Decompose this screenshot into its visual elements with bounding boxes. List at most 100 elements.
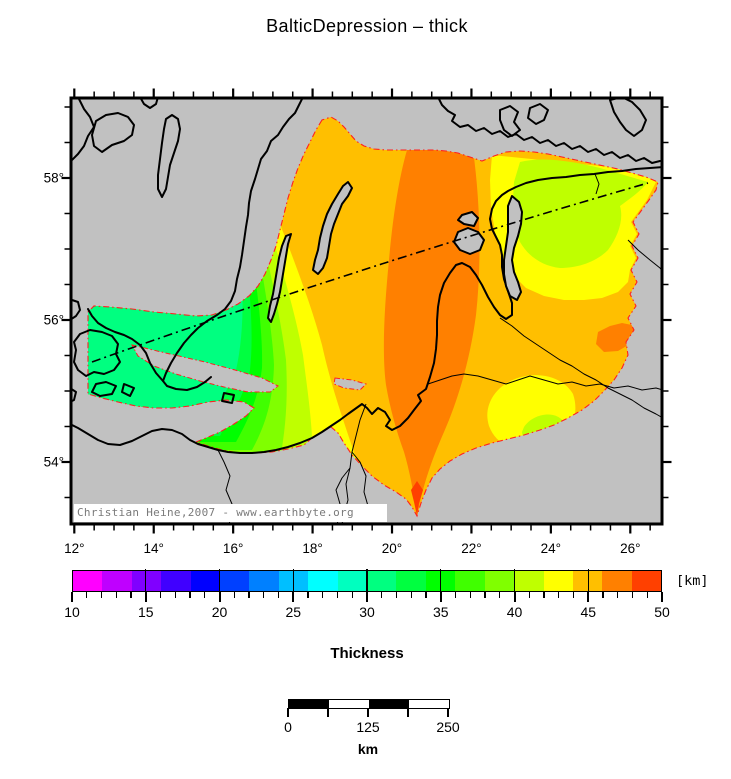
colorbar-tick — [204, 592, 206, 598]
island-hiiumaa — [457, 211, 479, 227]
band-48-50-tip — [411, 481, 423, 516]
colorbar-tick — [218, 592, 221, 602]
coast-south-east-baltic — [71, 166, 662, 454]
colorbar-tick — [366, 592, 368, 602]
finland-bay-2 — [527, 103, 549, 125]
band-east-darkorange — [596, 323, 636, 352]
x-axis-label: 22° — [461, 541, 482, 556]
colorbar-tick-label: 20 — [211, 604, 228, 620]
scalebar-tick-label: 0 — [284, 719, 292, 735]
colorbar-tick — [292, 592, 295, 602]
x-axis-label: 18° — [302, 541, 323, 556]
colorbar-tick — [572, 592, 575, 598]
colorbar-tick — [100, 592, 103, 598]
colorbar-block — [73, 571, 103, 591]
colorbar-tick — [248, 592, 250, 598]
island-gotland — [312, 181, 353, 275]
map-canvas — [61, 88, 672, 534]
colorbar-tick — [115, 592, 117, 598]
colorbar-tick — [602, 592, 604, 598]
map-frame-ticks — [61, 88, 672, 534]
y-axis-label: 56° — [43, 312, 64, 328]
scalebar-tick — [367, 708, 369, 717]
colorbar-tick-label: 40 — [506, 604, 523, 620]
colorbar-tick-label: 35 — [432, 604, 449, 620]
lake-vattern — [157, 114, 181, 198]
colorbar-tick — [454, 592, 457, 598]
colorbar-tick-label: 50 — [654, 604, 670, 620]
island-bornholm — [221, 392, 235, 404]
colorbar-block — [543, 571, 573, 591]
colorbar-tick — [587, 592, 590, 602]
attribution: Christian Heine,2007 - www.earthbyte.org — [74, 504, 387, 522]
colorbar-divider — [366, 569, 368, 593]
y-axis-label: 54° — [43, 454, 64, 470]
scalebar-segment — [409, 700, 449, 708]
colorbar-tick — [395, 592, 398, 598]
coast-kattegat-bit — [71, 299, 81, 321]
colorbar-block — [220, 571, 250, 591]
coastlines — [71, 98, 662, 454]
scalebar — [288, 699, 450, 709]
colorbar-block — [514, 571, 544, 591]
island-lolland — [91, 381, 117, 397]
x-axis-label: 14° — [143, 541, 164, 556]
colorbar-tick-label: 30 — [359, 604, 375, 620]
x-axis-label: 16° — [222, 541, 244, 556]
colorbar-block — [190, 571, 221, 591]
colorbar-tick — [425, 592, 427, 598]
colorbar-tick — [661, 592, 663, 602]
island-falster — [121, 383, 135, 397]
colorbar-tick — [381, 592, 383, 598]
colorbar-block — [102, 571, 132, 591]
colorbar-block — [631, 571, 662, 591]
colorbar-tick — [189, 592, 191, 598]
colorbar-tick — [646, 592, 648, 598]
colorbar-title: Thickness — [330, 645, 404, 662]
colorbar-tick — [528, 592, 530, 598]
scalebar-segment — [329, 700, 369, 708]
scalebar-tick-label: 250 — [436, 719, 460, 735]
colorbar-unit-label: [km] — [676, 573, 709, 589]
colorbar-tick — [263, 592, 265, 598]
scalebar-tick — [287, 708, 289, 717]
colorbar-block — [455, 571, 485, 591]
colorbar-tick — [617, 592, 619, 598]
colorbar-tick — [336, 592, 339, 598]
x-axis-label: 24° — [540, 541, 562, 556]
colorbar-tick — [351, 592, 353, 598]
scalebar-segment — [369, 700, 409, 708]
x-axis-label: 12° — [64, 541, 85, 556]
colorbar-block — [308, 571, 338, 591]
colorbar-tick — [410, 592, 412, 598]
finland-bay-3 — [609, 98, 647, 137]
scalebar-unit-label: km — [357, 741, 379, 757]
x-axis-label: 20° — [381, 541, 403, 556]
colorbar-tick — [86, 592, 88, 598]
lake-vanern — [91, 112, 135, 153]
colorbar-divider — [292, 569, 294, 593]
colorbar-tick — [322, 592, 324, 598]
colorbar-tick-label: 25 — [285, 604, 302, 620]
colorbar-divider — [440, 569, 442, 593]
colorbar-tick — [499, 592, 501, 598]
colorbar-tick — [307, 592, 309, 598]
lake-peipus — [503, 195, 523, 301]
region-boundary-line — [87, 116, 659, 518]
colorbar-tick — [543, 592, 545, 598]
finland-bay-1 — [499, 105, 521, 137]
colorbar-tick — [130, 592, 132, 598]
map-frame — [69, 96, 664, 526]
colorbar-tick-label: 10 — [64, 604, 80, 620]
band-ne-greenyellow — [513, 159, 648, 268]
colorbar-divider — [145, 569, 147, 593]
river-neman — [427, 373, 662, 391]
coast-finland — [437, 98, 661, 164]
scalebar-tick — [447, 708, 449, 717]
colorbar-tick — [233, 592, 235, 598]
scalebar-segment — [289, 700, 329, 708]
scalebar-tick — [407, 708, 409, 717]
colorbar-tick — [484, 592, 486, 598]
coast-sweden-west — [87, 308, 164, 382]
page-title: BalticDepression – thick — [266, 16, 468, 36]
